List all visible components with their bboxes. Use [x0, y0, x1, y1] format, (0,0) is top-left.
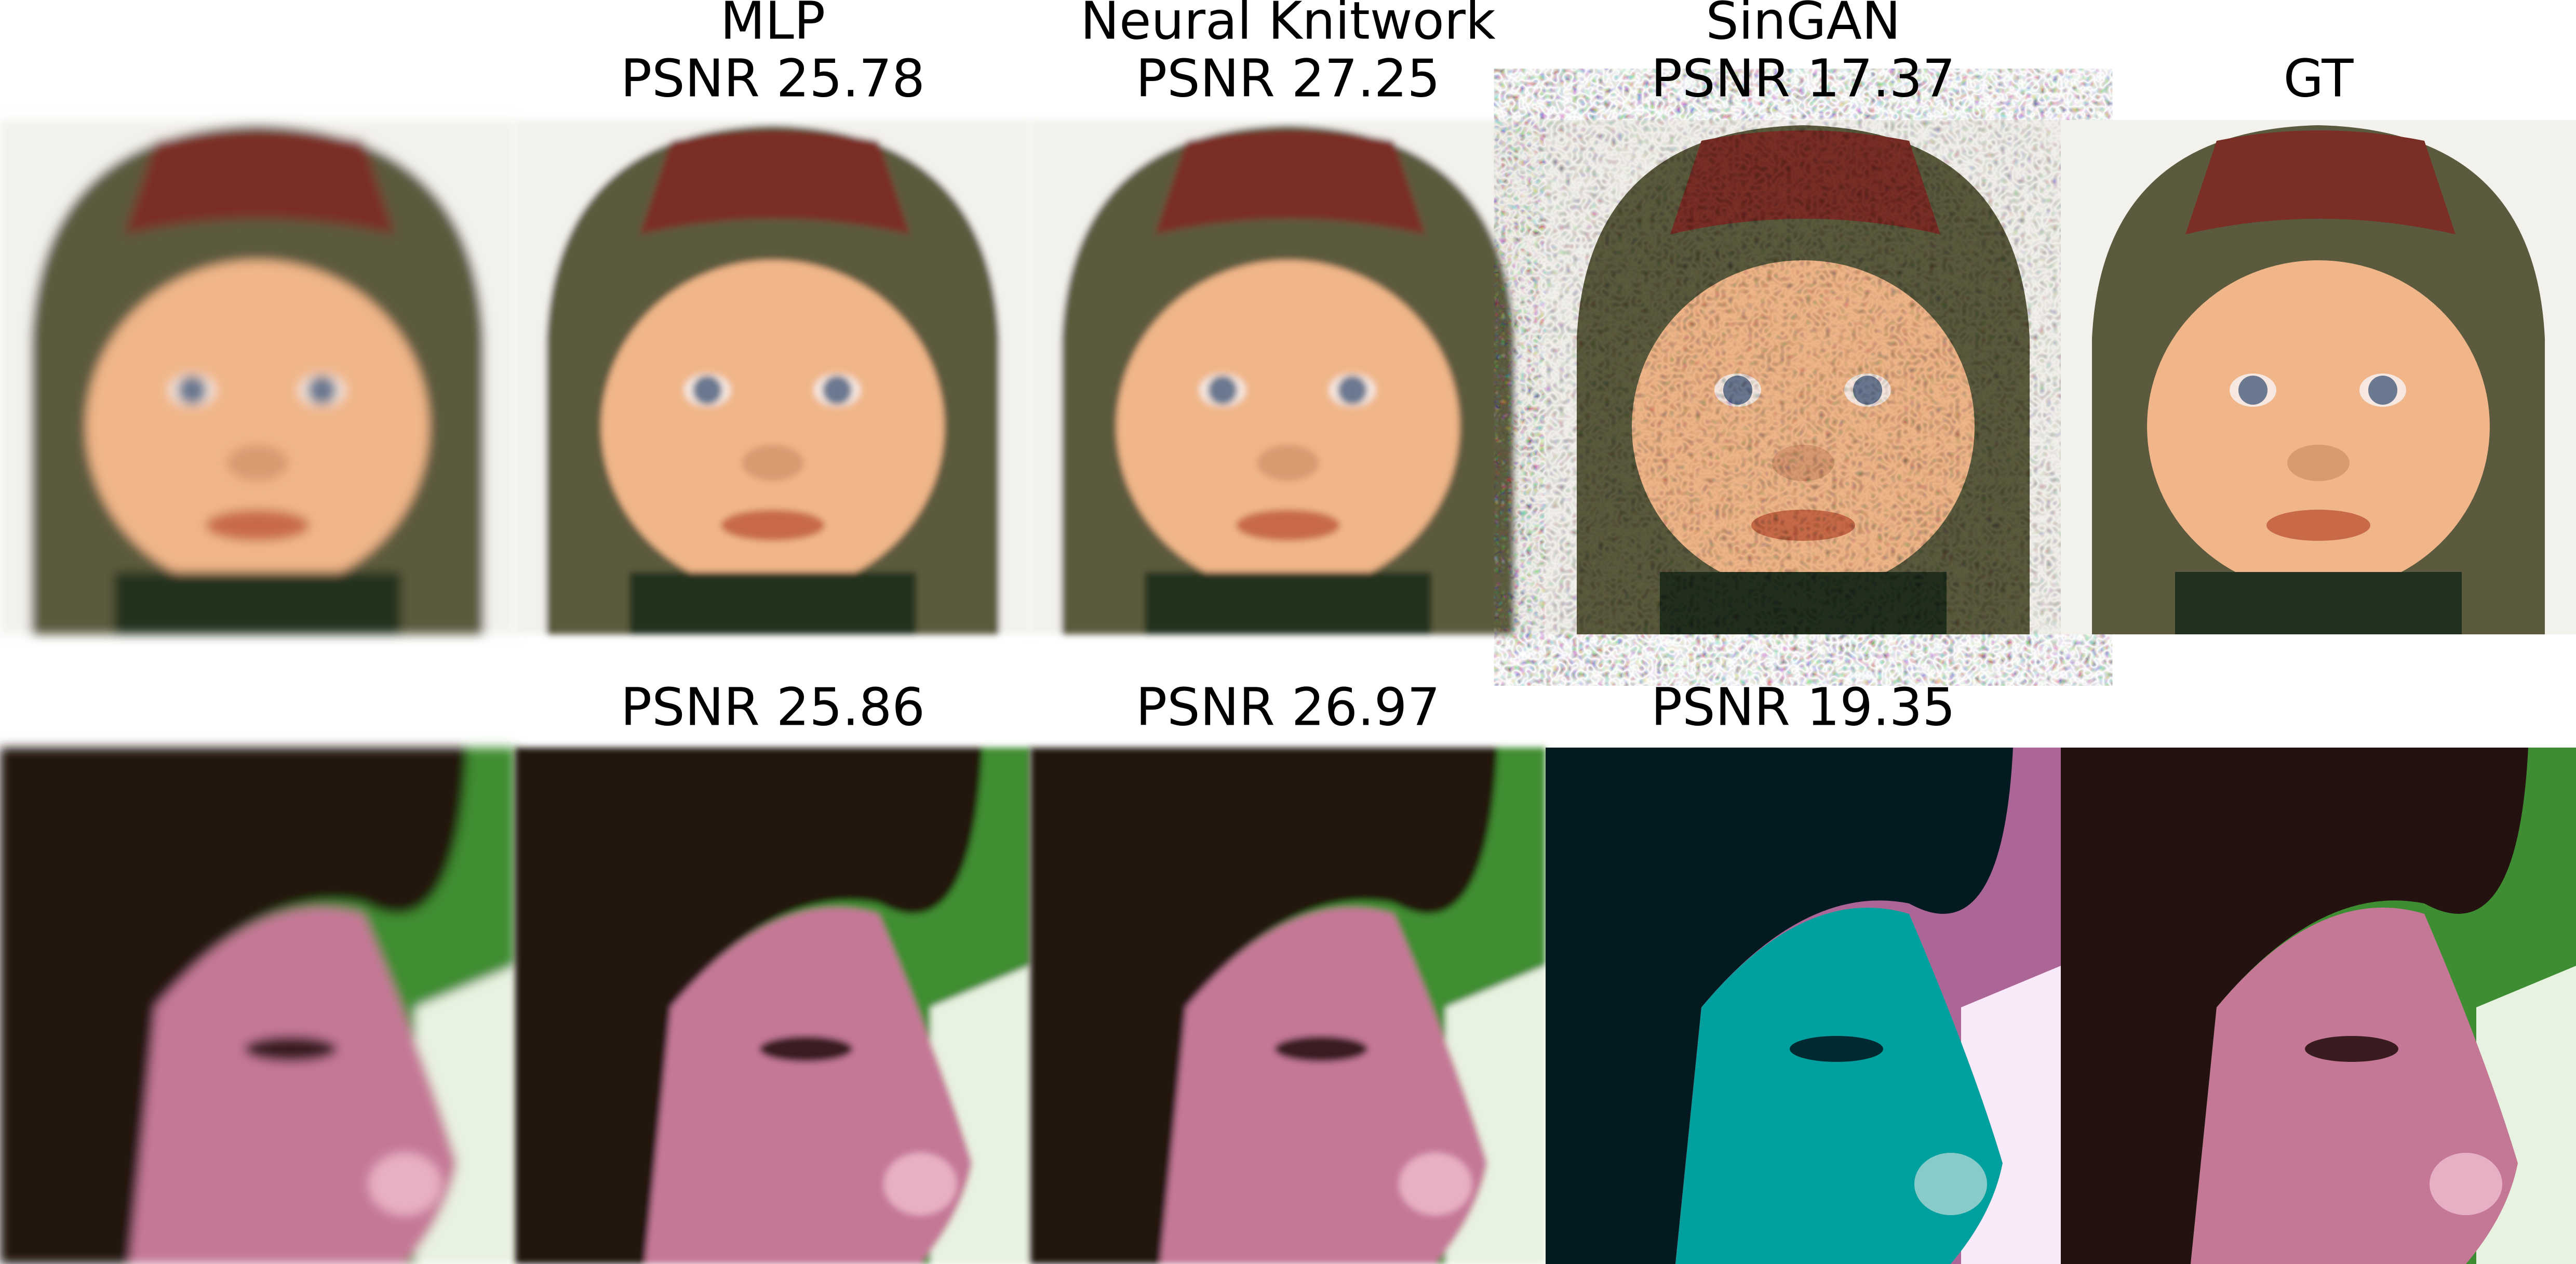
input-image [0, 748, 515, 1264]
method-name: MLP [720, 0, 825, 51]
knitwork-image [1030, 120, 1546, 634]
mlp-image [515, 748, 1030, 1264]
method-name: GT [2283, 48, 2354, 109]
mlp-image [515, 120, 1030, 634]
psnr-label: PSNR 26.97 [1136, 676, 1440, 737]
singan-image [1546, 748, 2061, 1264]
gt-image [2061, 748, 2576, 1264]
gt-image [2061, 120, 2576, 634]
psnr-label: PSNR 27.25 [1136, 48, 1440, 109]
psnr-label: PSNR 17.37 [1651, 48, 1955, 109]
method-name: Neural Knitwork [1080, 0, 1496, 51]
input-image [0, 120, 515, 634]
singan-image [1546, 120, 2061, 634]
psnr-label: PSNR 25.78 [621, 48, 925, 109]
method-name: SinGAN [1706, 0, 1900, 51]
psnr-label: PSNR 25.86 [621, 676, 925, 737]
psnr-label: PSNR 19.35 [1651, 676, 1955, 737]
knitwork-image [1030, 748, 1546, 1264]
